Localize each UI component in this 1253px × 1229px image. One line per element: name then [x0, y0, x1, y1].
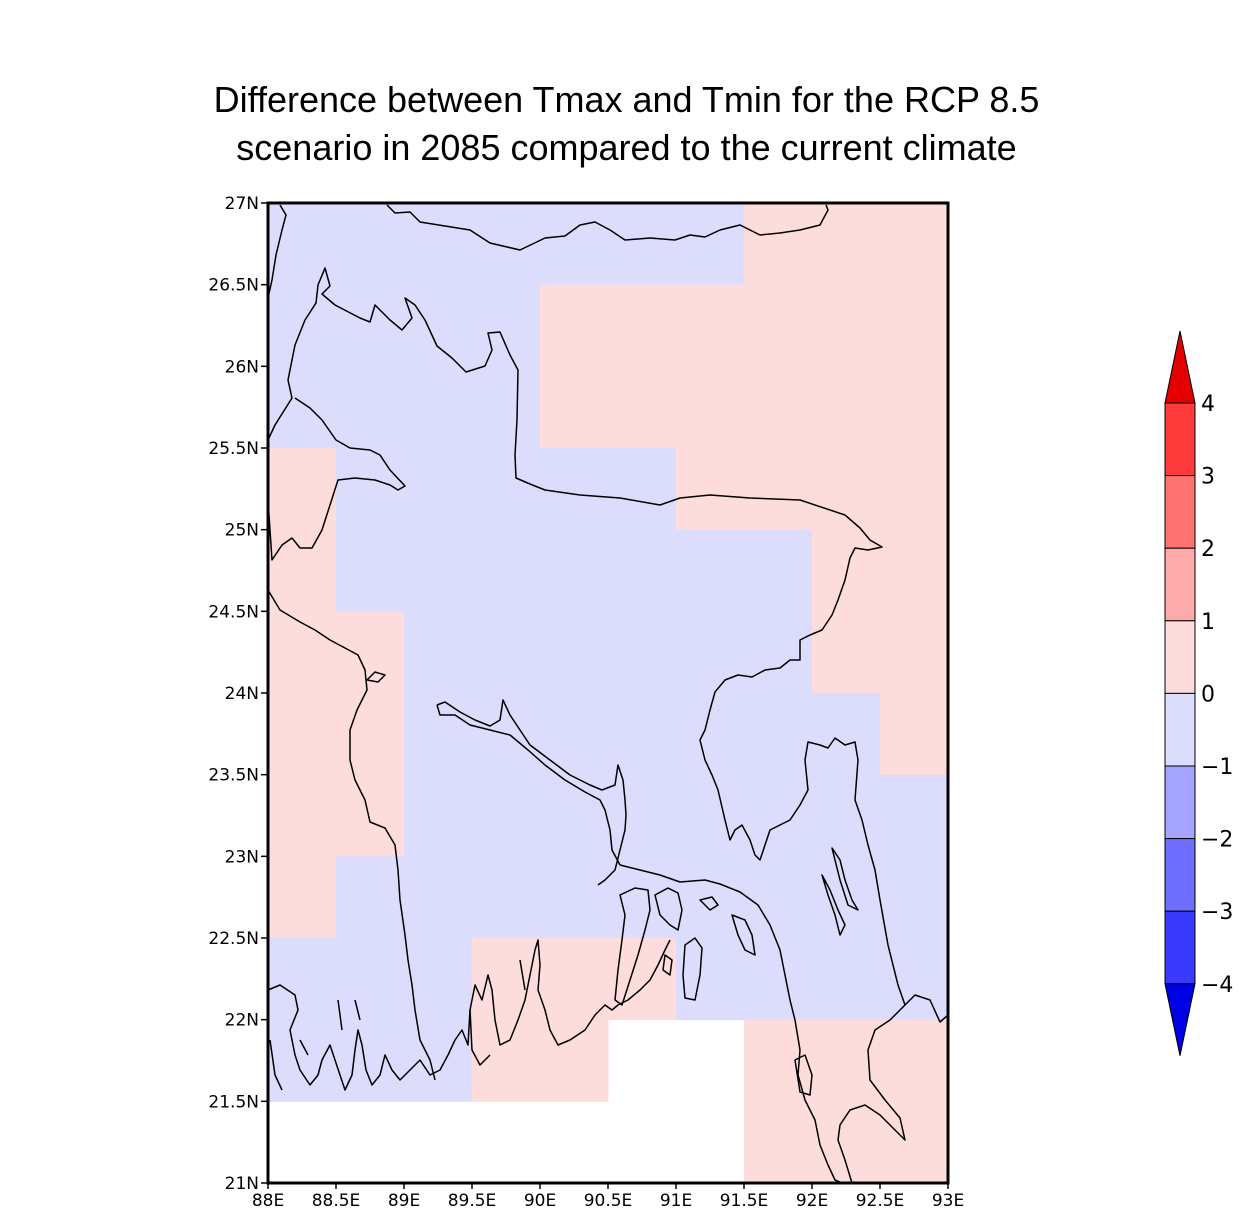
colorbar-bin — [1164, 475, 1196, 549]
grid-cell-4 — [268, 448, 337, 531]
grid-cell-6 — [676, 448, 949, 531]
colorbar-bin — [1164, 620, 1196, 694]
grid-cell-24 — [472, 1019, 609, 1102]
grid-cell-22 — [676, 938, 949, 1021]
border-bangladesh-north — [267, 267, 949, 1023]
y-tick-label: 25.5N — [208, 439, 259, 459]
y-tick-label: 25N — [225, 521, 259, 541]
colorbar-label: 1 — [1201, 610, 1215, 635]
x-tick-label: 90.5E — [584, 1191, 633, 1211]
grid-cell-13 — [268, 693, 405, 776]
x-tick-label: 89E — [388, 1191, 420, 1211]
colorbar-label: 0 — [1201, 682, 1215, 707]
colorbar-label: 3 — [1201, 465, 1215, 490]
x-tick-label: 91.5E — [720, 1191, 769, 1211]
grid-cell-18 — [268, 856, 337, 939]
delta-island-1 — [614, 887, 651, 1006]
y-tick-label: 23N — [225, 847, 259, 867]
x-tick-label: 91E — [660, 1191, 692, 1211]
x-tick-label: 90E — [524, 1191, 556, 1211]
border-west-islet — [366, 671, 386, 683]
colorbar-label: −2 — [1201, 828, 1233, 853]
eastern-hills — [821, 847, 859, 936]
grid-cell-26 — [744, 1101, 949, 1184]
delta-channels — [619, 864, 801, 1051]
grid-cell-2 — [268, 284, 541, 449]
colorbar-bin — [1164, 692, 1196, 767]
title-line-1: Difference between Tmax and Tmin for the… — [213, 79, 1040, 120]
grid-cell-16 — [268, 774, 405, 857]
sundarbans-channels — [269, 959, 526, 1091]
colorbar-label: −1 — [1201, 755, 1233, 780]
grid-cell-19 — [336, 856, 949, 939]
grid-cell-23 — [268, 1019, 473, 1102]
grid-cell-1 — [744, 203, 949, 286]
colorbar-label: −4 — [1201, 973, 1233, 998]
grid-cell-25 — [744, 1019, 949, 1102]
y-tick-label: 26.5N — [208, 276, 259, 296]
colorbar-label: −3 — [1201, 900, 1233, 925]
y-tick-label: 27N — [225, 194, 259, 214]
grid-cell-11 — [404, 611, 813, 694]
grid-cell-12 — [812, 611, 949, 694]
grid-cell-20 — [268, 938, 473, 1021]
grid-cell-3 — [540, 284, 949, 449]
x-tick-label: 88.5E — [312, 1191, 361, 1211]
delta-island-2 — [654, 887, 683, 931]
y-tick-label: 22N — [225, 1011, 259, 1031]
colorbar-bin — [1164, 838, 1196, 912]
colorbar-arrow-bottom — [1164, 983, 1196, 1056]
grid-cell-0 — [268, 203, 745, 286]
delta-island-3 — [699, 896, 719, 911]
colorbar-bin — [1164, 910, 1196, 985]
grid-cells — [268, 203, 949, 1184]
river-padma — [436, 699, 627, 886]
colorbar-bin — [1164, 765, 1196, 840]
title-line-2: scenario in 2085 compared to the current… — [236, 127, 1017, 168]
grid-cell-15 — [880, 693, 949, 776]
delta-island-4 — [731, 914, 756, 956]
y-tick-label: 21.5N — [208, 1092, 259, 1112]
chittagong-coast — [797, 1004, 906, 1184]
y-tick-label: 24.5N — [208, 602, 259, 622]
y-tick-label: 24N — [225, 684, 259, 704]
sundarbans-coast — [267, 939, 671, 1091]
colorbar-bin — [1164, 402, 1196, 477]
x-tick-label: 92.5E — [856, 1191, 905, 1211]
grid-cell-14 — [404, 693, 881, 776]
y-tick-label: 22.5N — [208, 929, 259, 949]
grid-cell-9 — [812, 529, 949, 612]
grid-cell-7 — [268, 529, 337, 612]
y-tick-label: 21N — [225, 1174, 259, 1194]
colorbar-label: 2 — [1201, 537, 1215, 562]
border-bangladesh-west — [267, 397, 436, 1081]
y-tick-label: 26N — [225, 357, 259, 377]
border-north — [267, 204, 829, 299]
grid-cell-5 — [336, 448, 677, 531]
grid-cell-10 — [268, 611, 405, 694]
y-tick-label: 23.5N — [208, 766, 259, 786]
x-tick-label: 88E — [252, 1191, 284, 1211]
coastline-borders — [267, 204, 949, 1184]
chart-title: Difference between Tmax and Tmin for the… — [0, 76, 1253, 172]
grid-cell-8 — [336, 529, 813, 612]
colorbar-legend: 4 3 2 1 0 −1 −2 −3 −4 — [1164, 330, 1233, 1056]
x-tick-label: 92E — [796, 1191, 828, 1211]
grid-cell-21 — [472, 938, 677, 1021]
delta-island-6 — [662, 954, 673, 976]
colorbar-arrow-top — [1164, 330, 1196, 404]
maheshkhali-island — [794, 1054, 813, 1096]
colorbar-label: 4 — [1201, 392, 1215, 417]
delta-island-5 — [682, 937, 703, 1001]
x-tick-label: 93E — [932, 1191, 964, 1211]
axes: 27N 26.5N 26N 25.5N 25N 24.5N 24N 23.5N 23N 22.5N… — [208, 194, 964, 1211]
colorbar-bin — [1164, 547, 1196, 622]
grid-cell-17 — [404, 774, 949, 857]
x-tick-label: 89.5E — [448, 1191, 497, 1211]
